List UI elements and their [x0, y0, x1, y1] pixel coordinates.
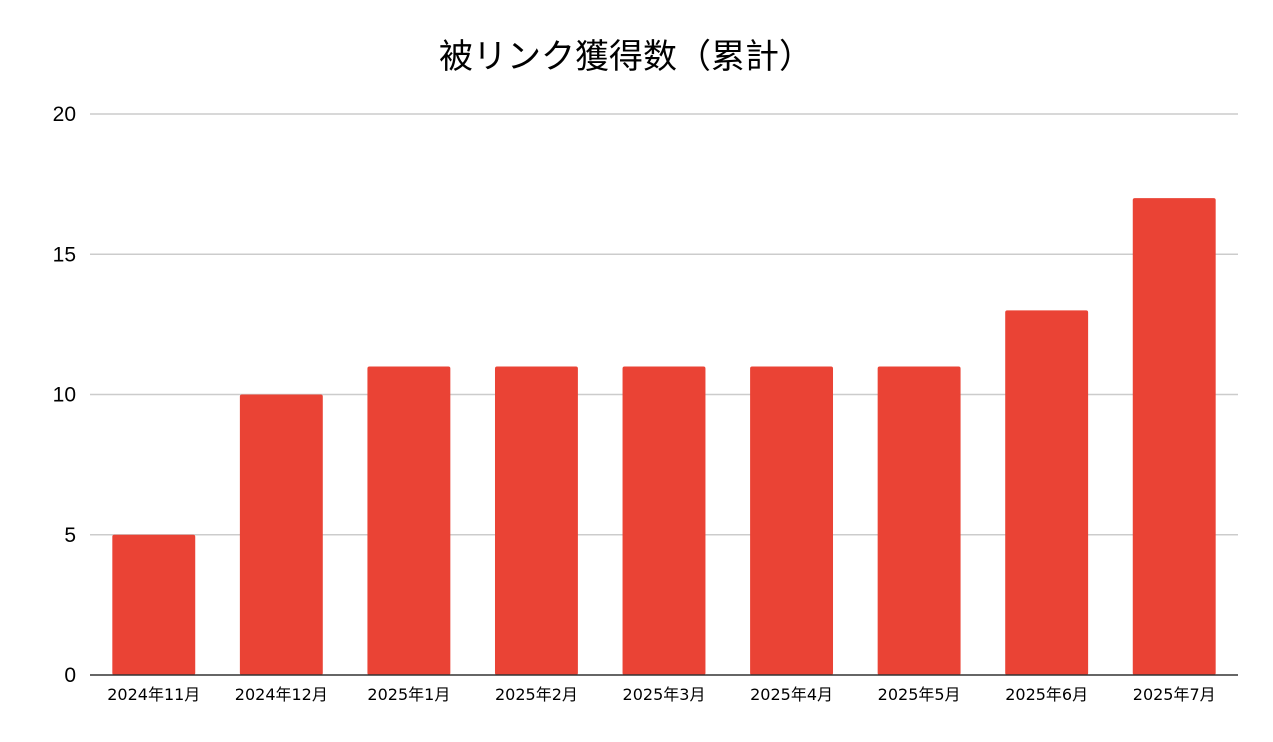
y-tick-label: 15: [53, 243, 76, 266]
x-tick-label: 2024年11月: [107, 685, 200, 704]
x-tick-label: 2025年6月: [1005, 685, 1088, 704]
x-tick-label: 2025年4月: [750, 685, 833, 704]
bar: [1005, 310, 1089, 675]
x-tick-label: 2025年2月: [495, 685, 578, 704]
bars: [112, 198, 1216, 675]
bar: [877, 366, 961, 675]
bar: [112, 534, 196, 675]
bar: [367, 366, 451, 675]
y-tick-label: 0: [64, 664, 76, 687]
x-tick-label: 2025年1月: [367, 685, 450, 704]
y-tick-label: 5: [64, 524, 76, 547]
chart-title: 被リンク獲得数（累計）: [439, 37, 813, 77]
y-tick-label: 20: [53, 103, 76, 126]
x-tick-label: 2025年7月: [1133, 685, 1216, 704]
bar: [1132, 198, 1216, 675]
bar: [750, 366, 834, 675]
bar: [494, 366, 578, 675]
bar: [239, 394, 323, 675]
bar: [622, 366, 706, 675]
x-tick-label: 2025年3月: [623, 685, 706, 704]
x-tick-label: 2024年12月: [235, 685, 328, 704]
x-tick-label: 2025年5月: [878, 685, 961, 704]
y-axis: 0 5 10 15 20: [53, 103, 76, 687]
y-tick-label: 10: [53, 384, 76, 407]
x-axis: 2024年11月 2024年12月 2025年1月 2025年2月 2025年3月 202…: [107, 685, 1215, 704]
